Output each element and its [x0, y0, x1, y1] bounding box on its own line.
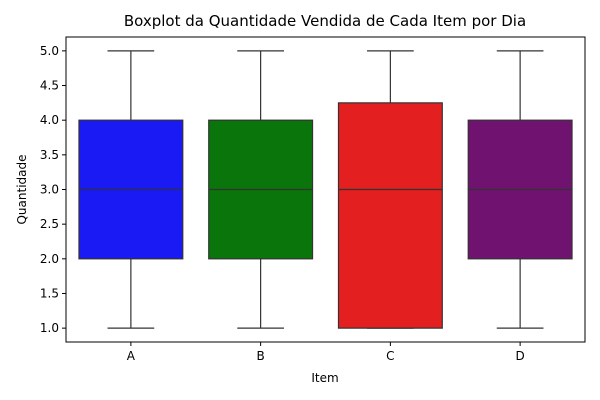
y-tick-label: 3.5: [40, 148, 59, 162]
y-tick-label: 3.0: [40, 183, 59, 197]
x-tick-label: C: [386, 349, 394, 363]
box-D: [467, 50, 573, 329]
x-axis: A B C D: [127, 342, 525, 363]
y-axis-label: Quantidade: [15, 154, 29, 224]
y-tick-label: 1.5: [40, 286, 59, 300]
y-tick-label: 2.0: [40, 252, 59, 266]
box-A: [78, 50, 184, 329]
x-tick-label: D: [516, 349, 525, 363]
box-C: [337, 50, 443, 329]
y-tick-label: 4.0: [40, 113, 59, 127]
y-tick-label: 4.5: [40, 79, 59, 93]
y-tick-label: 1.0: [40, 321, 59, 335]
y-tick-label: 2.5: [40, 217, 59, 231]
x-tick-label: A: [127, 349, 136, 363]
x-axis-label: Item: [311, 371, 338, 385]
chart-title: Boxplot da Quantidade Vendida de Cada It…: [124, 12, 526, 30]
box-body: [337, 102, 443, 329]
box-B: [208, 50, 314, 329]
y-axis: 1.0 1.5 2.0 2.5 3.0 3.5 4.0 4.5 5.0: [40, 44, 66, 335]
x-tick-label: B: [257, 349, 265, 363]
plot-area: [78, 50, 573, 329]
y-tick-label: 5.0: [40, 44, 59, 58]
